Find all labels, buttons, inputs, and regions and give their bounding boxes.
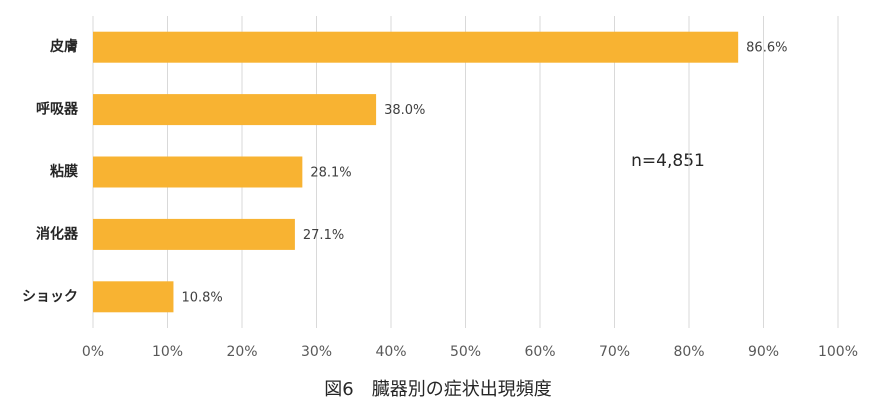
x-tick-label: 60% <box>524 344 555 360</box>
bar <box>93 94 377 126</box>
bar <box>93 218 295 250</box>
x-tick-label: 100% <box>818 344 858 360</box>
y-tick-label: ショック <box>22 289 78 305</box>
value-label: 28.1% <box>310 166 351 181</box>
chart-title: 図6 臓器別の症状出現頻度 <box>324 379 551 400</box>
bar <box>93 281 174 313</box>
bar <box>93 31 739 63</box>
y-tick-label: 粘膜 <box>50 163 78 180</box>
x-tick-label: 10% <box>152 344 183 360</box>
y-tick-label: 消化器 <box>36 225 79 242</box>
x-tick-label: 50% <box>450 344 481 360</box>
value-label: 38.0% <box>384 103 425 118</box>
bar <box>93 156 303 188</box>
y-tick-label: 呼吸器 <box>36 101 79 118</box>
y-tick-label: 皮膚 <box>49 38 78 55</box>
annotation: n=4,851 <box>631 151 705 171</box>
x-tick-label: 80% <box>673 344 704 360</box>
x-tick-label: 20% <box>226 344 257 360</box>
value-label: 86.6% <box>746 41 787 56</box>
x-tick-label: 90% <box>748 344 779 360</box>
x-tick-label: 30% <box>301 344 332 360</box>
x-tick-label: 0% <box>82 344 104 360</box>
x-tick-label: 70% <box>599 344 630 360</box>
x-tick-label: 40% <box>375 344 406 360</box>
value-label: 27.1% <box>303 228 344 243</box>
value-label: 10.8% <box>181 290 222 305</box>
